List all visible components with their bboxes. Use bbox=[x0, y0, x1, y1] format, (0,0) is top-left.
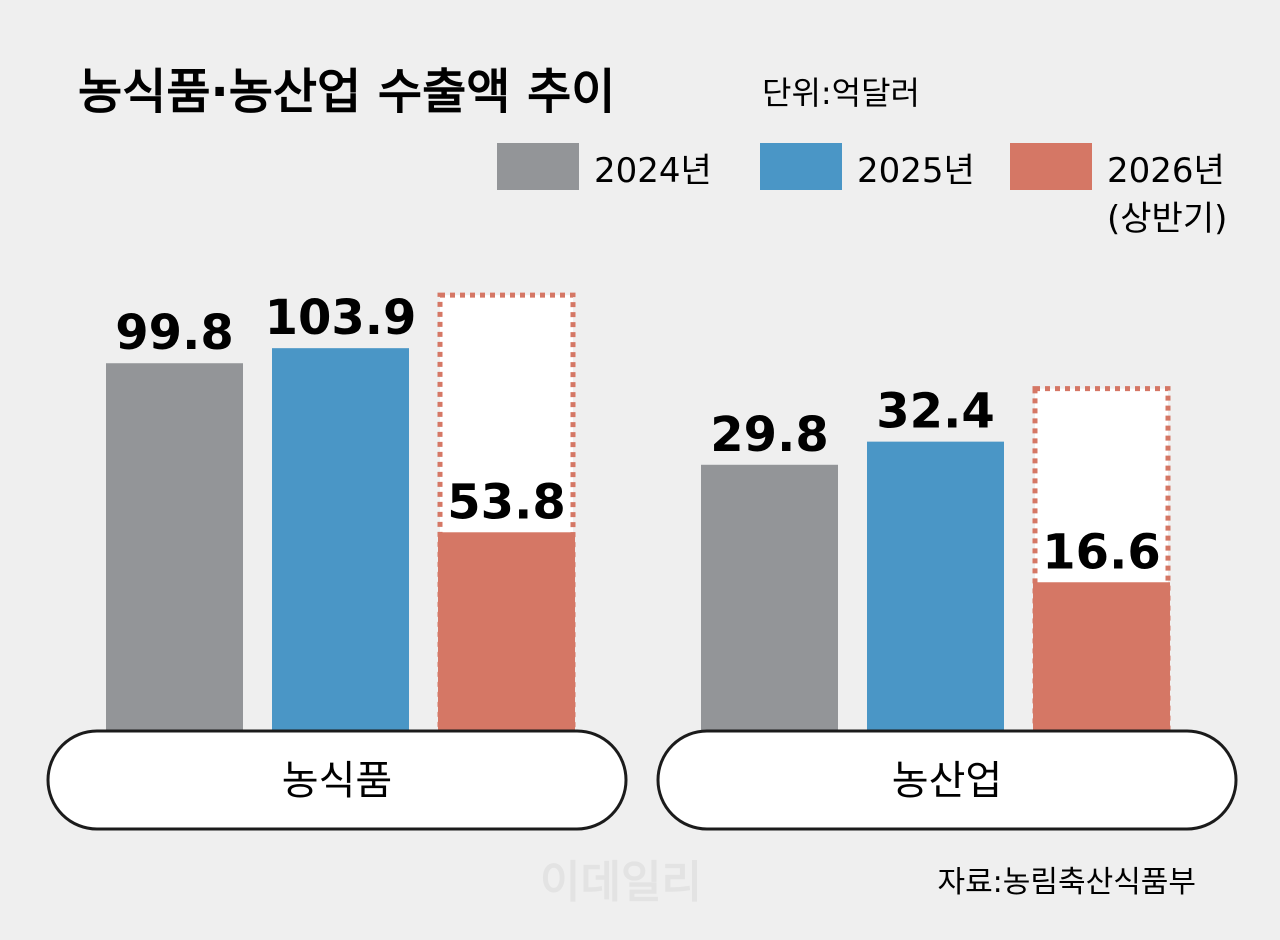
bar-1-0 bbox=[701, 464, 838, 730]
legend-label-1: 2025년 bbox=[857, 151, 975, 191]
legend-swatch-0 bbox=[497, 143, 579, 190]
value-label-0-2: 53.8 bbox=[447, 474, 565, 530]
category-pill-0 bbox=[46, 729, 628, 831]
legend-swatch-2 bbox=[1010, 143, 1092, 190]
category-pill-1 bbox=[656, 729, 1238, 831]
value-label-1-0: 29.8 bbox=[710, 407, 828, 463]
source-label: 자료:농림축산식품부 bbox=[937, 865, 1196, 900]
watermark: 이데일리 bbox=[540, 857, 702, 908]
category-label-0: 농식품 bbox=[282, 758, 392, 804]
legend-label-2-line2: (상반기) bbox=[1107, 199, 1227, 239]
category-axis: 농식품 농산업 bbox=[46, 729, 1238, 831]
bar-1-2 bbox=[1033, 582, 1170, 730]
legend-swatch-1 bbox=[760, 143, 842, 190]
legend-label-2: 2026년 bbox=[1107, 151, 1225, 191]
legend: 2024년 2025년 2026년 (상반기) bbox=[497, 143, 1227, 239]
category-label-1: 농산업 bbox=[892, 758, 1002, 804]
value-label-0-0: 99.8 bbox=[115, 305, 233, 361]
value-label-1-2: 16.6 bbox=[1042, 524, 1160, 580]
chart-title: 농식품·농산업 수출액 추이 bbox=[78, 64, 615, 120]
value-label-0-1: 103.9 bbox=[265, 290, 417, 346]
bar-0-0 bbox=[106, 363, 243, 730]
bar-0-1 bbox=[272, 348, 409, 730]
bars: 99.8 103.9 53.8 29.8 32.4 16.6 bbox=[106, 290, 1171, 731]
legend-label-0: 2024년 bbox=[594, 151, 712, 191]
value-label-1-1: 32.4 bbox=[876, 384, 994, 440]
unit-label: 단위:억달러 bbox=[762, 74, 920, 112]
bar-1-1 bbox=[867, 441, 1004, 730]
bar-0-2 bbox=[438, 532, 575, 730]
